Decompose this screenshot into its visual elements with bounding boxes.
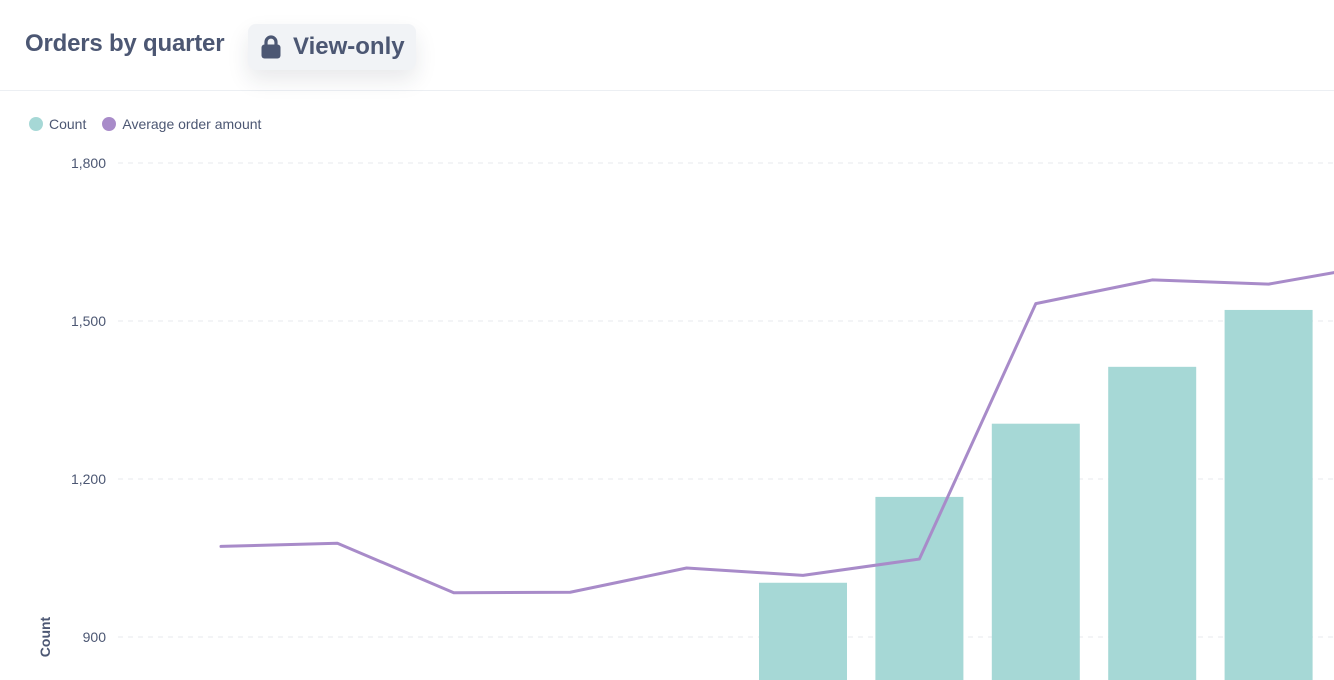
legend-swatch-average-order-amount	[102, 117, 117, 131]
y-tick-label: 1,500	[71, 313, 106, 329]
line-average-order-amount	[219, 271, 1334, 595]
bar-count	[875, 496, 964, 680]
legend-item-count[interactable]: Count	[29, 116, 86, 132]
bar-count	[1224, 309, 1313, 680]
chart-title: Orders by quarter	[25, 30, 225, 57]
legend-label-average-order-amount: Average order amount	[122, 116, 262, 132]
y-axis-label: Count	[37, 616, 53, 657]
chart-legend: Count Average order amount	[29, 116, 277, 132]
badge-label: View-only	[293, 33, 405, 60]
bar-count	[991, 423, 1080, 680]
y-tick-label: 1,200	[71, 471, 106, 487]
bar-count	[759, 582, 847, 680]
view-only-badge[interactable]: View-only	[248, 24, 416, 70]
bar-count	[1108, 366, 1197, 680]
y-tick-label: 900	[83, 629, 107, 645]
y-tick-label: 1,800	[71, 155, 106, 171]
legend-item-average-order-amount[interactable]: Average order amount	[102, 116, 261, 132]
lock-icon	[260, 34, 282, 60]
chart-header: Orders by quarter View-only	[0, 0, 1334, 91]
legend-swatch-count	[29, 117, 43, 131]
legend-label-count: Count	[49, 116, 87, 132]
